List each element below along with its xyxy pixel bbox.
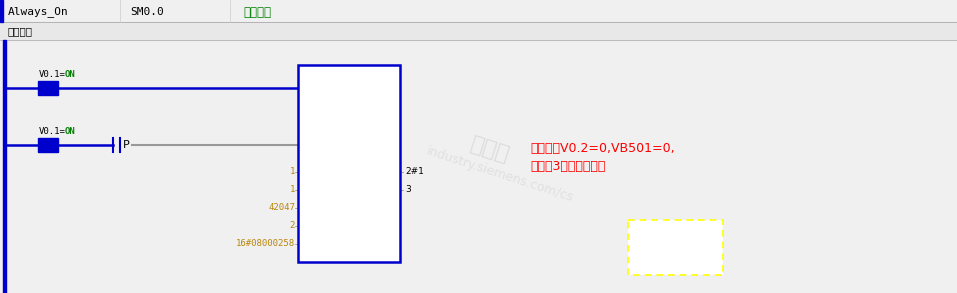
- Text: ON: ON: [65, 70, 76, 79]
- Bar: [38, 81, 58, 95]
- Text: Addr: Addr: [302, 204, 323, 212]
- Text: VB501: VB501: [367, 185, 396, 195]
- Text: V0.1=: V0.1=: [39, 70, 66, 79]
- Text: MBUS_MSG: MBUS_MSG: [322, 71, 376, 81]
- Text: Always_On: Always_On: [8, 6, 69, 18]
- Bar: [38, 138, 58, 152]
- Bar: [0, 22, 957, 40]
- Bar: [0, 0, 957, 22]
- Bar: [298, 65, 400, 262]
- Text: Count: Count: [302, 222, 329, 231]
- Text: 2: 2: [290, 222, 295, 231]
- Text: 始终接通: 始终接通: [243, 6, 271, 18]
- Bar: [0, 0, 3, 22]
- Text: V0.2: V0.2: [376, 168, 396, 176]
- Bar: [3, 40, 6, 293]
- Text: 42047: 42047: [268, 204, 295, 212]
- Text: RW: RW: [302, 185, 317, 195]
- Text: 3: 3: [405, 185, 411, 195]
- Text: ON: ON: [65, 127, 76, 136]
- Text: 输入注释: 输入注释: [8, 26, 33, 36]
- Bar: [628, 220, 723, 275]
- Text: Slave: Slave: [302, 168, 327, 176]
- Text: 现在扡3，通讯超时，: 现在扡3，通讯超时，: [530, 161, 606, 173]
- Text: 1: 1: [290, 185, 295, 195]
- Text: 一开始是V0.2=0,VB501=0,: 一开始是V0.2=0,VB501=0,: [530, 142, 675, 154]
- Text: First: First: [303, 140, 325, 150]
- Text: 1: 1: [290, 168, 295, 176]
- Text: 手智巧: 手智巧: [468, 134, 512, 166]
- Text: EN: EN: [303, 83, 318, 93]
- Text: V0.1=: V0.1=: [39, 127, 66, 136]
- Text: industry.siemens.com/cs: industry.siemens.com/cs: [425, 145, 575, 205]
- Text: 2#1: 2#1: [405, 168, 424, 176]
- Text: 16#08000258: 16#08000258: [235, 239, 295, 248]
- Text: SM0.0: SM0.0: [130, 7, 164, 17]
- Text: &VB600: &VB600: [302, 239, 339, 248]
- Text: P: P: [123, 140, 130, 150]
